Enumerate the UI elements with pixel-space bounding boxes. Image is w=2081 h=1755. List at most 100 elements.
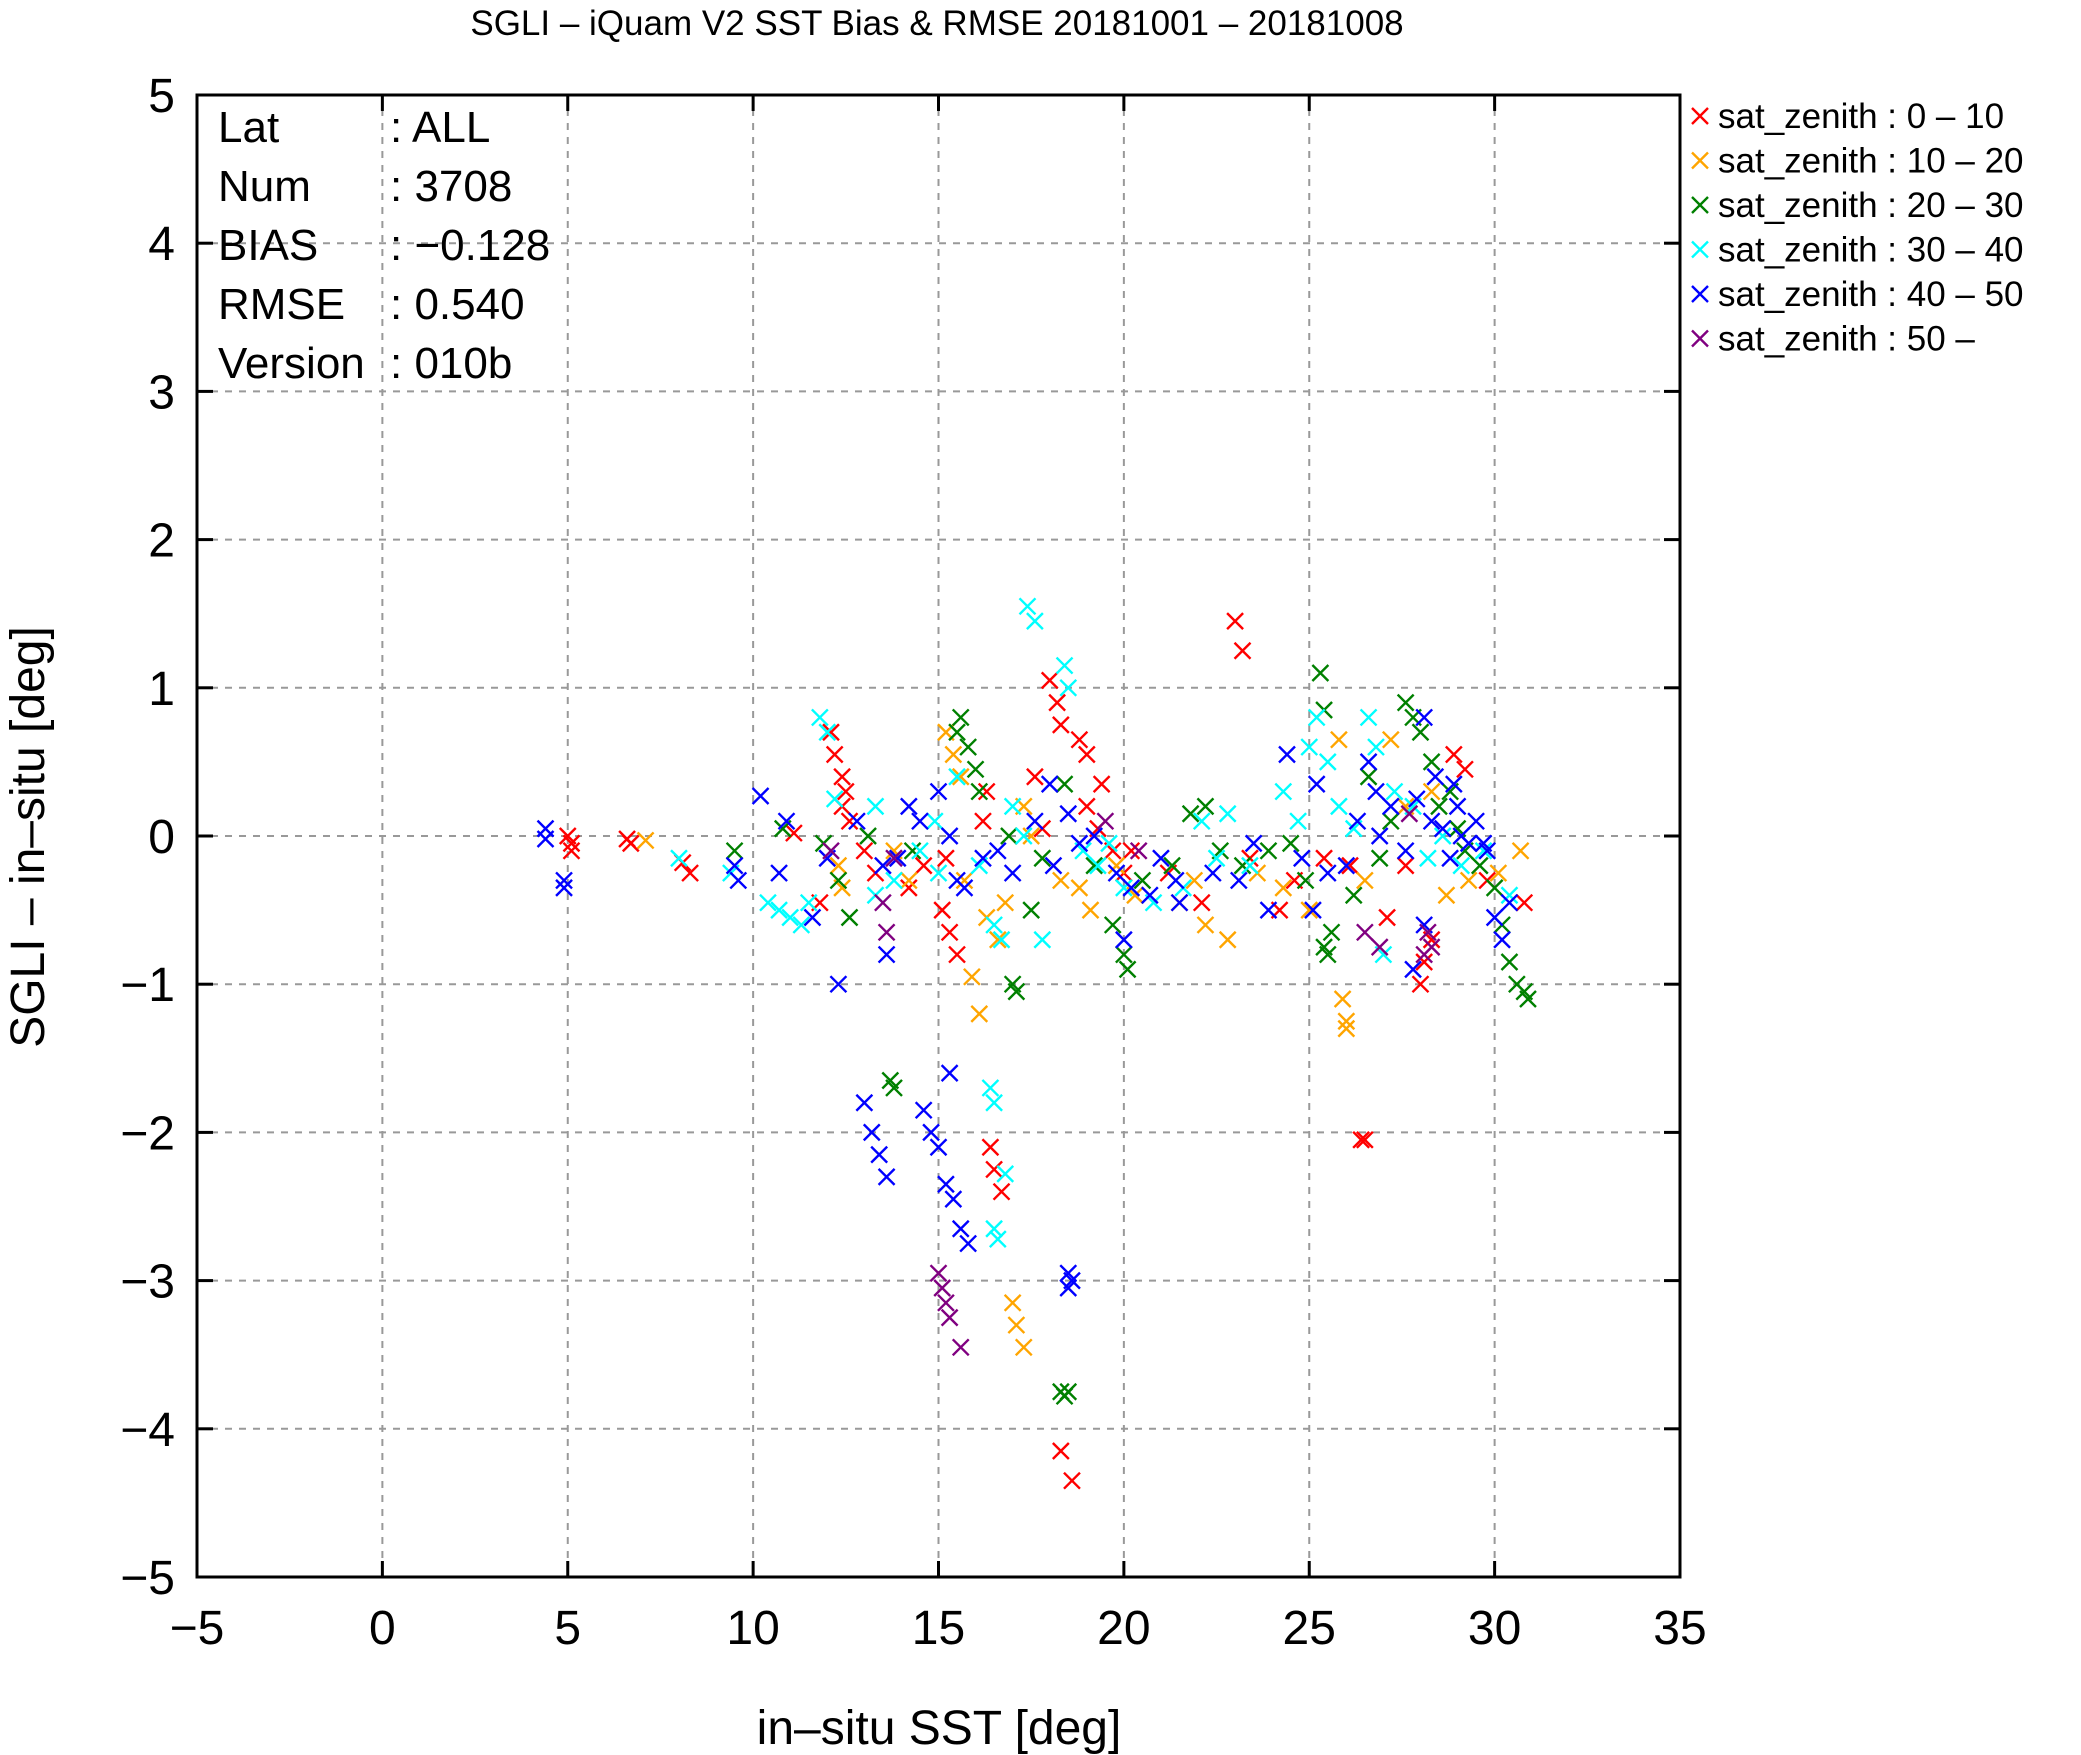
data-point	[1048, 693, 1066, 712]
data-point	[988, 930, 1007, 949]
legend-label: sat_zenith : 30 – 40	[1718, 231, 2024, 270]
data-point	[1433, 819, 1452, 838]
data-point	[1192, 812, 1211, 831]
data-point	[885, 871, 903, 890]
data-point	[681, 864, 699, 882]
data-point	[970, 1004, 989, 1023]
data-point	[1422, 782, 1441, 801]
data-point	[929, 864, 948, 882]
data-point	[1307, 708, 1326, 727]
data-point	[1359, 767, 1378, 786]
data-points	[536, 597, 1537, 1490]
data-point	[933, 901, 952, 919]
data-point	[959, 1234, 978, 1253]
stats-box: Lat: ALL Num: 3708 BIAS: −0.128 RMSE: 0.540…	[218, 103, 550, 388]
data-point	[822, 841, 840, 860]
data-point	[959, 738, 978, 756]
data-point	[985, 916, 1003, 934]
data-point	[562, 834, 581, 853]
data-point	[759, 893, 777, 912]
series-group	[536, 708, 1519, 1297]
data-point	[1166, 871, 1185, 890]
y-tick-label: 3	[148, 366, 175, 419]
data-point	[1367, 738, 1385, 756]
series-group	[822, 804, 1441, 1357]
data-point	[1385, 782, 1404, 801]
data-point	[1426, 767, 1445, 786]
data-point	[951, 1338, 970, 1357]
data-point	[1441, 849, 1459, 868]
data-point	[985, 1160, 1003, 1179]
legend: sat_zenith : 0 – 10 sat_zenith : 10 – 20 s…	[1691, 97, 2024, 359]
data-point	[1218, 804, 1237, 823]
data-point	[555, 879, 573, 897]
data-point	[1456, 760, 1474, 779]
data-point	[792, 916, 811, 934]
data-point	[1033, 930, 1052, 949]
data-point	[859, 827, 877, 845]
data-point	[1396, 841, 1415, 860]
data-point	[1459, 871, 1478, 890]
data-point	[1315, 849, 1333, 868]
data-point	[877, 923, 896, 942]
stat-value: : 3708	[390, 162, 512, 211]
data-point	[955, 871, 974, 890]
data-point	[1204, 864, 1222, 882]
data-point	[1170, 893, 1189, 912]
data-point	[1163, 856, 1181, 875]
data-point	[970, 782, 989, 801]
data-point	[1411, 975, 1430, 994]
data-point	[937, 849, 955, 868]
data-point	[988, 841, 1007, 860]
data-point	[1348, 812, 1367, 831]
data-point	[1415, 953, 1434, 971]
data-point	[829, 975, 848, 994]
legend-marker	[1691, 240, 1709, 259]
data-point	[966, 760, 985, 779]
data-point	[1281, 834, 1300, 853]
data-point	[885, 1079, 903, 1097]
legend-marker	[1691, 285, 1709, 303]
x-tick-label: 20	[1097, 1602, 1150, 1655]
stat-value: : ALL	[390, 103, 490, 152]
data-point	[1022, 901, 1041, 919]
data-point	[785, 824, 803, 842]
series-group	[670, 597, 1519, 1248]
data-point	[1115, 945, 1133, 964]
data-point	[1233, 641, 1252, 660]
data-point	[803, 908, 822, 927]
data-point	[1292, 849, 1311, 868]
data-point	[1396, 693, 1415, 712]
legend-label: sat_zenith : 40 – 50	[1718, 275, 2024, 314]
data-point	[1337, 1012, 1356, 1031]
data-point	[1344, 886, 1363, 905]
data-point	[1018, 597, 1037, 616]
data-point	[1244, 834, 1263, 853]
data-point	[825, 790, 844, 808]
data-point	[1433, 827, 1452, 845]
data-point	[1322, 923, 1341, 942]
data-point	[1044, 856, 1063, 875]
data-point	[1330, 730, 1348, 749]
data-point	[1185, 871, 1204, 890]
data-point	[1007, 982, 1026, 1001]
data-point	[848, 812, 866, 831]
data-point	[1100, 834, 1118, 853]
data-point	[1381, 812, 1400, 831]
data-point	[1122, 841, 1141, 860]
data-point	[855, 1093, 874, 1112]
data-point	[1419, 923, 1437, 942]
data-point	[1129, 841, 1148, 860]
data-point	[1118, 960, 1137, 979]
data-point	[996, 1165, 1015, 1183]
data-point	[1070, 879, 1089, 897]
data-point	[1103, 916, 1122, 934]
data-point	[1422, 812, 1441, 831]
stat-value: : 010b	[390, 339, 512, 388]
data-point	[777, 812, 796, 831]
legend-marker	[1691, 107, 1709, 125]
data-point	[1014, 827, 1033, 845]
data-point	[1359, 753, 1378, 771]
data-point	[1333, 990, 1352, 1008]
data-point	[818, 723, 837, 742]
